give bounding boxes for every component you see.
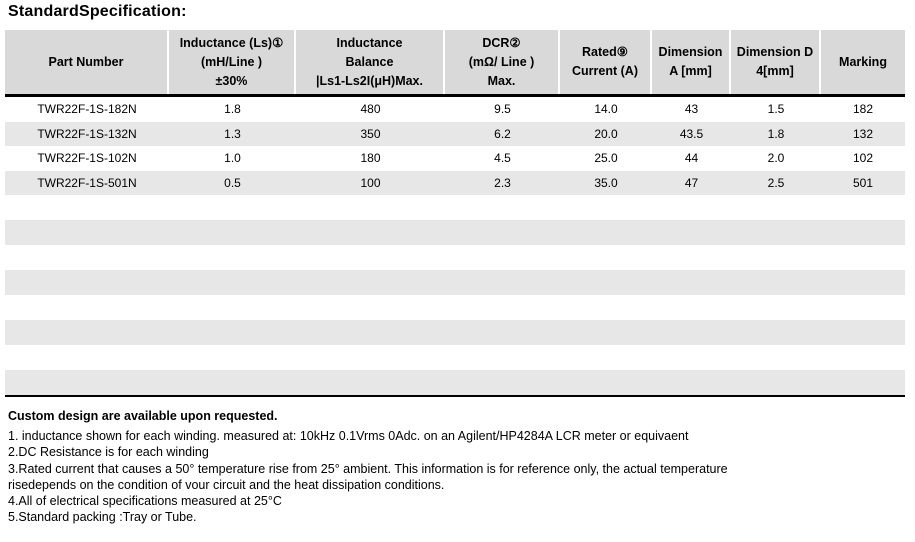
cell-marking: 182 [852, 102, 874, 117]
cell-inductance: 1.8 [224, 102, 241, 117]
empty-row [5, 345, 905, 370]
header-cell-marking: Marking [821, 30, 905, 94]
header-label: Dimension D 4[mm] [736, 45, 814, 78]
cell-rated-current: 25.0 [594, 151, 618, 166]
footer-note-2: 2.DC Resistance is for each winding [8, 445, 209, 460]
header-cell-inductance: Inductance (Ls)① (mH/Line ) ±30% [169, 30, 296, 94]
table-header-row: Part Number Inductance (Ls)① (mH/Line ) … [5, 30, 905, 97]
footer-heading: Custom design are available upon request… [8, 409, 278, 423]
header-label: Marking [839, 54, 887, 69]
cell-marking: 102 [852, 151, 874, 166]
empty-row [5, 220, 905, 245]
empty-row [5, 320, 905, 345]
header-label: Dimension A [mm] [658, 45, 723, 78]
table-row: TWR22F-1S-501N 0.5 100 2.3 35.0 47 2.5 5… [5, 170, 905, 195]
header-cell-dimension-d4: Dimension D 4[mm] [731, 30, 821, 94]
empty-row [5, 245, 905, 270]
header-label: DCR② (mΩ/ Line ) Max. [468, 35, 535, 88]
header-label: Inductance (Ls)① (mH/Line ) ±30% [179, 35, 284, 88]
footer-note-3-continued: risedepends on the condition of vour cir… [8, 477, 445, 492]
cell-inductance-balance: 100 [360, 175, 381, 190]
table-row: TWR22F-1S-132N 1.3 350 6.2 20.0 43.5 1.8… [5, 121, 905, 146]
cell-dimension-d4: 2.5 [767, 175, 785, 190]
cell-part-number: TWR22F-1S-182N [37, 102, 137, 117]
footer-notes: Custom design are available upon request… [8, 408, 908, 525]
page-title: StandardSpecification: [8, 3, 187, 20]
cell-dimension-d4: 2.0 [767, 151, 785, 166]
header-cell-inductance-balance: Inductance Balance |Ls1-Ls2I(μH)Max. [296, 30, 445, 94]
header-cell-dimension-a: Dimension A [mm] [652, 30, 731, 94]
cell-inductance: 1.3 [224, 126, 241, 141]
cell-rated-current: 35.0 [594, 175, 618, 190]
cell-dimension-a: 47 [684, 175, 699, 190]
cell-rated-current: 20.0 [594, 126, 618, 141]
cell-dcr: 4.5 [494, 151, 511, 166]
header-cell-part-number: Part Number [5, 30, 169, 94]
cell-rated-current: 14.0 [594, 102, 618, 117]
cell-part-number: TWR22F-1S-132N [37, 126, 137, 141]
header-label: Part Number [48, 54, 124, 69]
cell-dimension-a: 44 [684, 151, 699, 166]
header-cell-rated-current: Rated⑨ Current (A) [560, 30, 652, 94]
cell-dimension-a: 43 [684, 102, 699, 117]
cell-dcr: 6.2 [494, 126, 511, 141]
empty-row [5, 370, 905, 395]
cell-dcr: 2.3 [494, 175, 511, 190]
header-cell-dcr: DCR② (mΩ/ Line ) Max. [445, 30, 560, 94]
empty-row [5, 295, 905, 320]
cell-inductance-balance: 350 [360, 126, 381, 141]
empty-row [5, 270, 905, 295]
footer-note-5: 5.Standard packing :Tray or Tube. [8, 510, 197, 525]
cell-dimension-d4: 1.5 [767, 102, 785, 117]
empty-row [5, 195, 905, 220]
empty-rows-block [5, 195, 905, 397]
footer-note-4: 4.All of electrical specifications measu… [8, 494, 282, 509]
cell-inductance-balance: 480 [360, 102, 381, 117]
header-label: Inductance Balance |Ls1-Ls2I(μH)Max. [315, 35, 423, 88]
cell-dcr: 9.5 [494, 102, 511, 117]
cell-inductance: 1.0 [224, 151, 241, 166]
footer-note-1: 1. inductance shown for each winding. me… [8, 429, 689, 444]
cell-marking: 501 [852, 175, 874, 190]
cell-dimension-a: 43.5 [679, 126, 704, 141]
cell-dimension-d4: 1.8 [767, 126, 785, 141]
footer-note-3: 3.Rated current that causes a 50° temper… [8, 461, 728, 476]
table-row: TWR22F-1S-102N 1.0 180 4.5 25.0 44 2.0 1… [5, 146, 905, 171]
cell-marking: 132 [852, 126, 874, 141]
cell-inductance: 0.5 [224, 175, 241, 190]
cell-part-number: TWR22F-1S-501N [37, 175, 137, 190]
header-label: Rated⑨ Current (A) [572, 45, 638, 78]
spec-table: Part Number Inductance (Ls)① (mH/Line ) … [5, 30, 905, 397]
cell-inductance-balance: 180 [360, 151, 381, 166]
table-row: TWR22F-1S-182N 1.8 480 9.5 14.0 43 1.5 1… [5, 97, 905, 122]
cell-part-number: TWR22F-1S-102N [37, 151, 137, 166]
